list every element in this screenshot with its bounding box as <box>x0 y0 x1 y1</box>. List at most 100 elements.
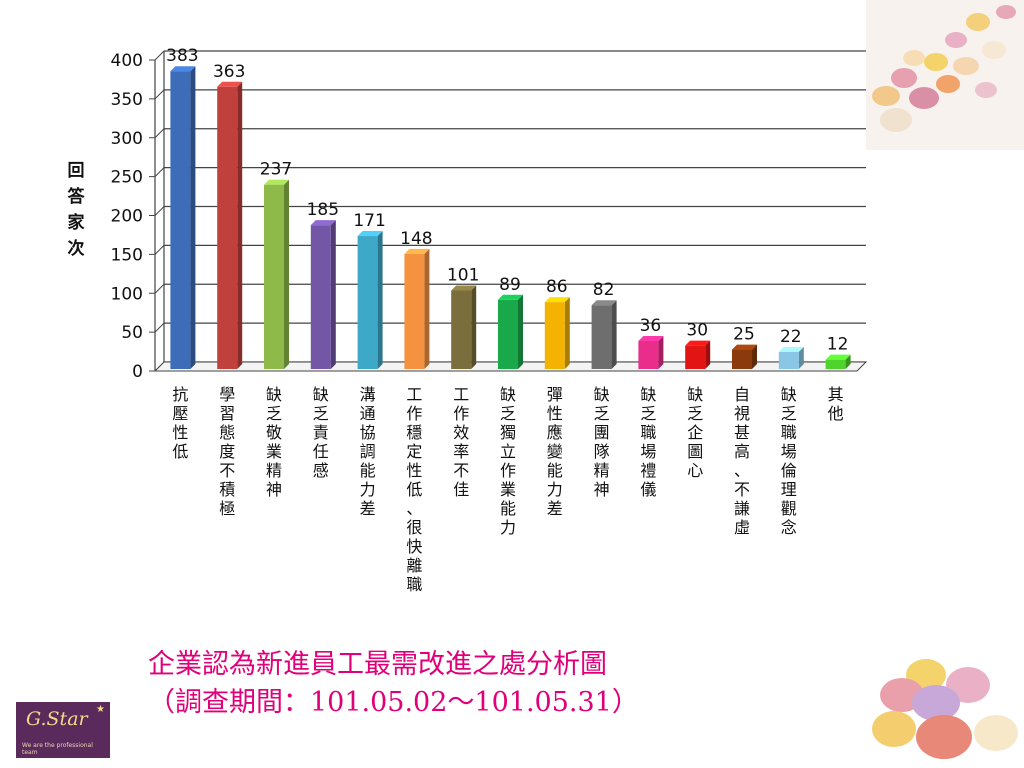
bar-side <box>564 297 570 369</box>
gridline-depth <box>154 283 165 294</box>
bar-side <box>518 294 523 369</box>
bars <box>170 66 851 369</box>
x-category-label: 溝通協調能力差 <box>360 385 376 518</box>
bar-side <box>845 354 851 369</box>
y-tick-label: 350 <box>111 90 143 110</box>
gstar-logo: G.Star ★ We are the professional team <box>16 702 110 758</box>
bar <box>264 184 284 369</box>
x-category-label: 學習態度不積極 <box>219 385 235 518</box>
y-tick-label: 200 <box>111 207 143 227</box>
bar-top <box>732 344 757 350</box>
bar-top <box>170 66 196 72</box>
y-tick-label: 400 <box>111 51 143 71</box>
x-category-label: 缺乏職場禮儀 <box>640 385 656 499</box>
bar-value-label: 36 <box>640 316 662 336</box>
y-tick-label: 300 <box>111 129 143 149</box>
bar-value-label: 101 <box>447 265 479 285</box>
x-category-label: 自視甚高、不謙虛 <box>734 385 750 537</box>
bar <box>732 349 752 369</box>
bar <box>404 253 425 369</box>
y-tick-label: 0 <box>132 362 143 382</box>
bar-value-label: 89 <box>499 275 521 295</box>
x-category-label: 缺乏職場倫理觀念 <box>781 385 797 537</box>
bar <box>544 302 565 369</box>
bar-side <box>611 300 617 369</box>
logo-name: G.Star <box>26 708 88 730</box>
bar-value-label: 185 <box>307 200 339 220</box>
bar-side <box>377 231 383 369</box>
x-category-label: 缺乏敬業精神 <box>266 385 282 499</box>
y-tick-label: 100 <box>111 284 143 304</box>
caption-title: 企業認為新進員工最需改進之處分析圖 <box>148 649 607 680</box>
bar-top <box>404 248 430 254</box>
bar-value-label: 383 <box>166 46 198 66</box>
bar-value-label: 237 <box>260 160 292 180</box>
bar-top <box>264 179 289 185</box>
bar-side <box>284 179 289 369</box>
bar-side <box>658 336 664 369</box>
bar-top <box>217 81 243 87</box>
x-category-label: 工作穩定性低、很快離職 <box>406 385 422 594</box>
bar-top <box>638 336 664 342</box>
chart-caption: 企業認為新進員工最需改進之處分析圖 （調查期間：101.05.02～101.05… <box>148 646 639 722</box>
bar <box>685 345 706 369</box>
bar-top <box>825 354 851 360</box>
bar-value-label: 171 <box>353 211 385 231</box>
logo-tagline: We are the professional team <box>22 742 93 756</box>
eggs-decoration-bottom <box>872 659 1018 759</box>
gridline-depth <box>154 167 165 177</box>
gridline-depth <box>154 322 165 333</box>
x-category-label: 缺乏獨立作業能力 <box>500 385 516 537</box>
bar-value-label: 12 <box>827 335 849 355</box>
y-tick-label: 150 <box>111 245 143 265</box>
bar-side <box>237 81 243 369</box>
bar-value-label: 148 <box>400 229 432 249</box>
bar-side <box>752 344 757 369</box>
bar-side <box>330 220 336 369</box>
bar <box>825 359 846 369</box>
y-tick-label: 50 <box>121 323 143 343</box>
bar-side <box>424 248 430 369</box>
x-category-label: 其他 <box>828 385 844 423</box>
eggs-decoration-top <box>866 0 1024 150</box>
bar <box>451 290 472 369</box>
bar-value-label: 82 <box>593 280 615 300</box>
x-category-label: 彈性應變能力差 <box>547 385 563 518</box>
bar <box>170 71 191 369</box>
bar <box>591 305 612 369</box>
bar-top <box>498 294 523 300</box>
bar <box>217 86 238 369</box>
bar <box>638 341 659 369</box>
bar-top <box>310 220 336 226</box>
bar-value-label: 30 <box>686 321 708 341</box>
bar-top <box>591 300 617 306</box>
x-category-label: 缺乏企圖心 <box>687 385 703 480</box>
gridline-depth <box>154 245 165 255</box>
x-category-label: 缺乏團隊精神 <box>594 385 610 499</box>
bar-side <box>798 346 804 369</box>
gridline-depth <box>154 128 165 139</box>
bar <box>778 351 799 369</box>
bar-value-label: 25 <box>733 325 755 345</box>
bar <box>310 225 331 369</box>
x-category-label: 缺乏責任感 <box>313 385 329 480</box>
bar-top <box>685 340 711 346</box>
y-tick-label: 250 <box>111 168 143 188</box>
bar-value-label: 22 <box>780 327 802 347</box>
bar-top <box>451 285 477 291</box>
bar-side <box>190 66 196 369</box>
x-category-label: 工作效率不佳 <box>453 385 469 499</box>
caption-period: （調查期間：101.05.02～101.05.31） <box>148 687 639 718</box>
logo-star-icon: ★ <box>96 704 105 715</box>
bar-side <box>471 285 477 369</box>
bar <box>357 236 378 369</box>
bar-top <box>357 231 383 237</box>
bar <box>498 299 518 369</box>
bar-value-label: 86 <box>546 277 568 297</box>
x-category-label: 抗壓性低 <box>172 385 188 461</box>
bar-side <box>705 340 711 369</box>
bar-top <box>544 297 570 303</box>
bar-top <box>778 346 804 352</box>
bar-chart: 0 50 100 150 200 250 300 350 400 383 抗壓性低 363 學習態度不積… <box>68 46 868 594</box>
gridline-depth <box>154 50 165 61</box>
